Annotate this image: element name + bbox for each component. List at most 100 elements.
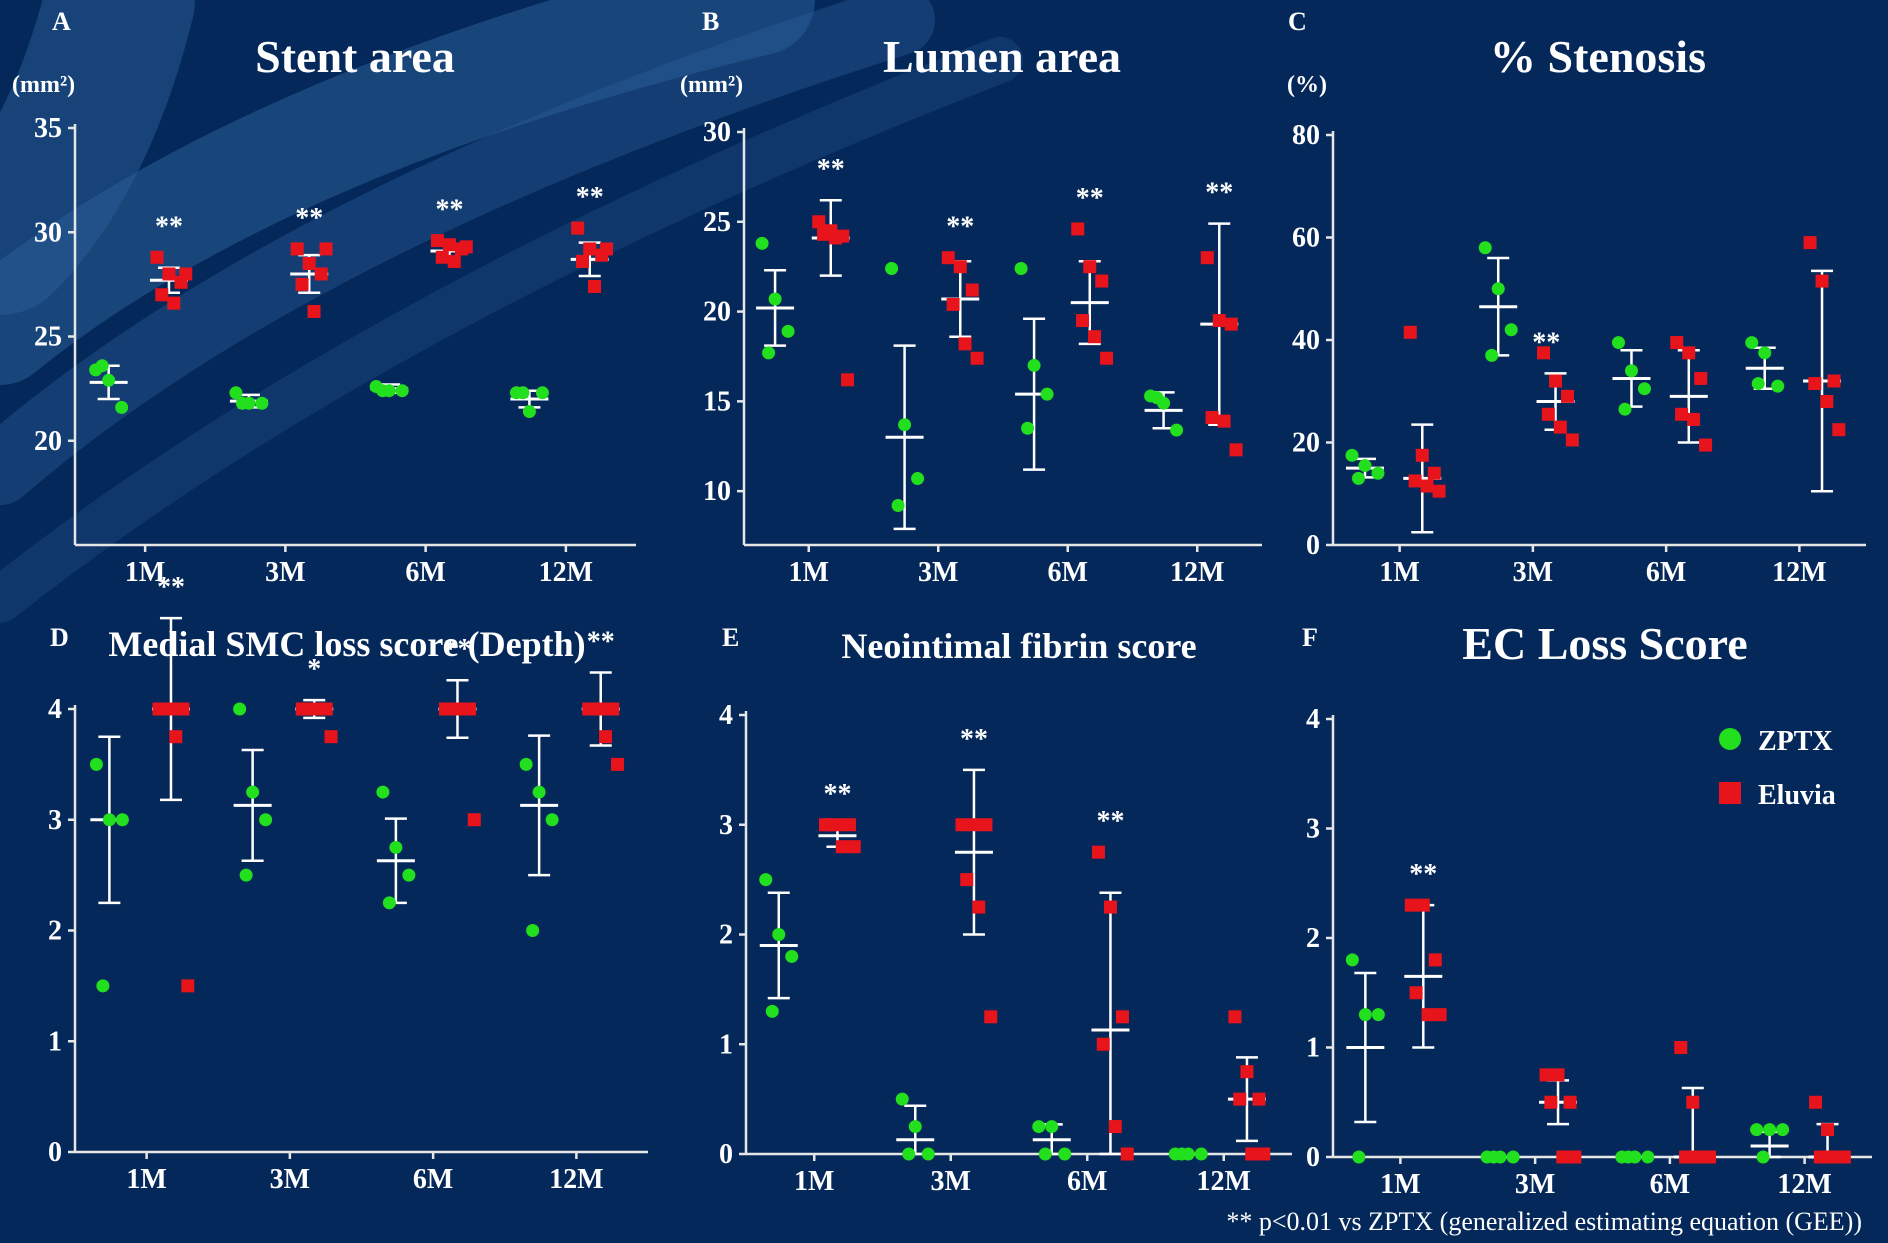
panel-d: D Medial SMC loss score (Depth) 0 1 2 3 4 1M 3M 6…: [48, 572, 648, 1195]
zptx-point: [1618, 402, 1632, 416]
x-tick-label: 6M: [413, 1164, 453, 1195]
panel-title: Neointimal fibrin score: [841, 626, 1196, 666]
y-tick-label: 4: [719, 700, 733, 731]
eluvia-point: [1200, 251, 1214, 265]
y-tick-label: 1: [48, 1026, 62, 1057]
zptx-point: [1032, 1120, 1046, 1134]
eluvia-point: [1228, 1010, 1242, 1024]
eluvia-point: [1675, 407, 1689, 421]
y-unit-label: (%): [1287, 72, 1327, 98]
panel-title: EC Loss Score: [1462, 618, 1747, 669]
eluvia-point: [1224, 317, 1238, 331]
eluvia-point: [459, 240, 473, 254]
panel-title: Medial SMC loss score (Depth): [108, 624, 585, 664]
x-tick-label: 6M: [1650, 1169, 1690, 1200]
zptx-point: [885, 261, 899, 275]
significance-mark: **: [157, 572, 185, 603]
zptx-point: [532, 785, 546, 799]
eluvia-point: [1679, 1150, 1693, 1164]
significance-mark: *: [307, 654, 321, 685]
y-tick-label: 25: [34, 322, 62, 353]
zptx-point: [376, 384, 390, 398]
significance-mark: **: [946, 212, 974, 243]
zptx-point: [772, 928, 786, 941]
y-tick-label: 1: [1306, 1033, 1320, 1064]
eluvia-point: [176, 702, 190, 716]
zptx-point: [1358, 459, 1372, 473]
eluvia-point: [847, 840, 861, 854]
eluvia-point: [302, 257, 316, 271]
eluvia-point: [1432, 484, 1446, 498]
zptx-point: [1040, 387, 1054, 401]
zptx-point: [1014, 261, 1028, 275]
y-tick-label: 2: [1306, 923, 1320, 954]
eluvia-point: [611, 757, 625, 771]
zptx-point: [239, 868, 253, 882]
eluvia-point: [1565, 433, 1579, 447]
eluvia-point: [1813, 1150, 1827, 1164]
legend-label: Eluvia: [1758, 780, 1836, 811]
y-tick-label: 80: [1292, 120, 1320, 151]
zptx-point: [1351, 471, 1365, 485]
zptx-point: [1175, 1147, 1189, 1161]
eluvia-point: [1703, 1150, 1717, 1164]
significance-mark: **: [576, 182, 604, 213]
zptx-point: [1611, 336, 1625, 350]
brush-stroke: [0, 0, 935, 505]
zptx-point: [785, 949, 799, 963]
eluvia-point: [319, 242, 333, 256]
zptx-point: [1487, 1150, 1501, 1164]
eluvia-point: [1563, 1095, 1577, 1109]
zptx-point: [545, 813, 559, 827]
y-tick-label: 2: [719, 920, 733, 951]
zptx-point: [235, 396, 249, 410]
eluvia-point: [1428, 953, 1442, 967]
y-tick-label: 20: [1292, 428, 1320, 459]
x-tick-label: 3M: [265, 557, 305, 588]
zptx-point: [1776, 1123, 1790, 1137]
eluvia-point: [1088, 330, 1102, 344]
y-tick-label: 0: [719, 1139, 733, 1170]
legend: ZPTX Eluvia: [1719, 726, 1836, 811]
zptx-point: [921, 1147, 935, 1161]
eluvia-point: [1551, 1068, 1565, 1082]
eluvia-point: [1815, 274, 1829, 288]
panel-letter: B: [702, 7, 719, 36]
eluvia-point: [812, 215, 826, 229]
eluvia-point: [967, 818, 981, 832]
eluvia-point: [1670, 336, 1684, 350]
eluvia-point: [1212, 314, 1226, 328]
x-tick-label: 3M: [918, 557, 958, 588]
x-tick-label: 1M: [1380, 1169, 1420, 1200]
eluvia-point: [1541, 407, 1555, 421]
eluvia-point: [1217, 414, 1231, 428]
zptx-point: [395, 384, 409, 398]
panel-letter: C: [1288, 7, 1307, 36]
eluvia-point: [169, 730, 183, 744]
zptx-point: [908, 1120, 922, 1134]
y-tick-label: 35: [34, 113, 62, 144]
eluvia-point: [1421, 1008, 1435, 1022]
y-tick-label: 30: [34, 217, 62, 248]
eluvia-point: [970, 351, 984, 365]
zptx-point: [1371, 466, 1385, 480]
significance-mark: **: [1096, 806, 1124, 837]
eluvia-point: [312, 702, 326, 716]
eluvia-point: [1699, 438, 1713, 452]
eluvia-point: [1433, 1008, 1447, 1022]
zptx-point: [115, 400, 129, 414]
zptx-point: [759, 873, 773, 887]
zptx-point: [1352, 1150, 1366, 1164]
y-tick-label: 0: [1306, 530, 1320, 561]
zptx-point: [102, 813, 116, 827]
zptx-point: [519, 757, 533, 771]
significance-mark: **: [1532, 327, 1560, 358]
y-tick-label: 60: [1292, 223, 1320, 254]
zptx-point: [1194, 1147, 1208, 1161]
zptx-point: [259, 813, 273, 827]
eluvia-point: [1539, 1068, 1553, 1082]
eluvia-point: [150, 250, 164, 264]
zptx-point: [1371, 1008, 1385, 1022]
x-tick-label: 12M: [1197, 1166, 1251, 1197]
